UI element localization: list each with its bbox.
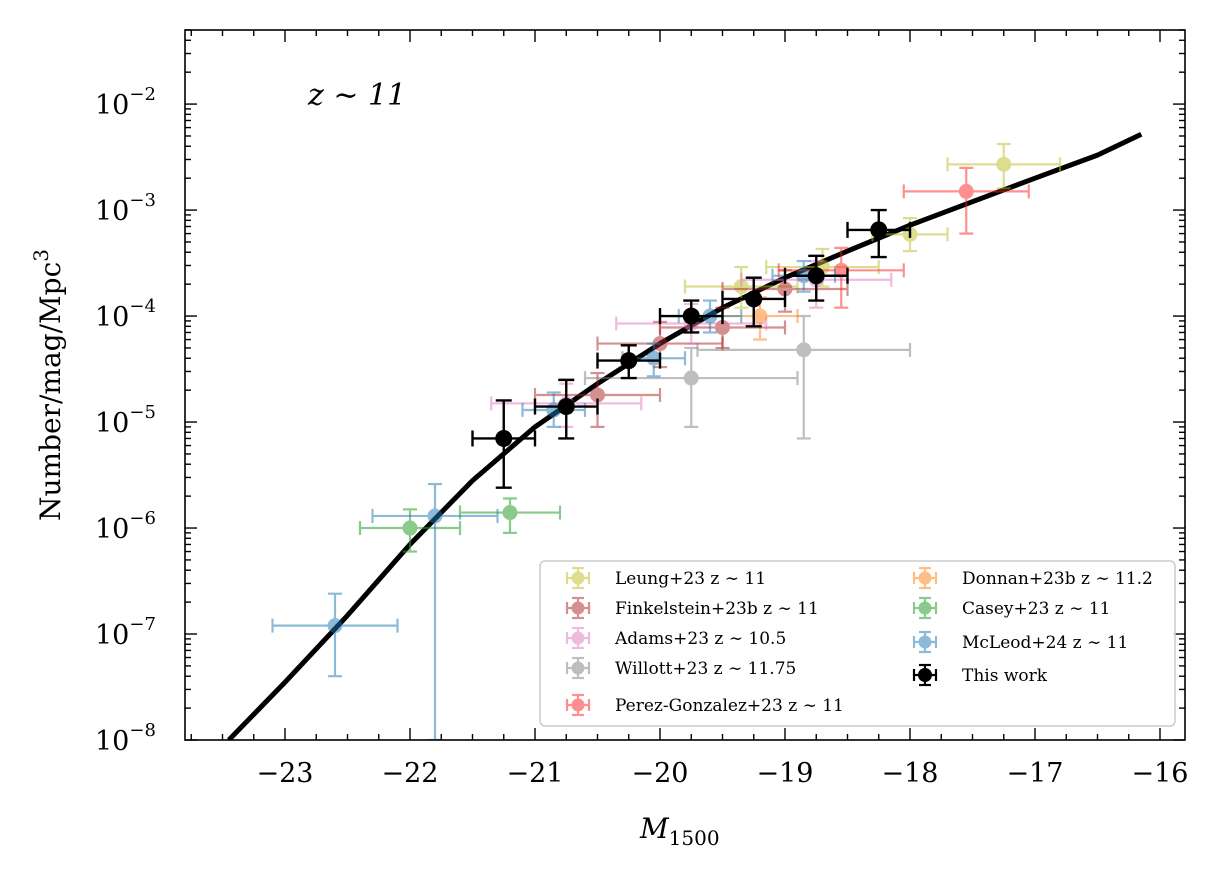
legend-label: Leung+23 z ∼ 11 xyxy=(615,569,766,589)
series-willott-23-z-11-75 xyxy=(583,314,912,440)
legend-entry-mcleod-24-z-11: McLeod+24 z ∼ 11 xyxy=(912,630,1128,654)
data-point-this-work-1 xyxy=(471,399,537,489)
data-point-leung-23-z-11-4 xyxy=(946,142,1062,190)
legend-label: This work xyxy=(962,666,1048,686)
y-tick-label: 10−3 xyxy=(95,190,156,227)
data-point-this-work-6 xyxy=(783,254,849,302)
data-points-layer xyxy=(271,142,1062,740)
legend-label: Casey+23 z ∼ 11 xyxy=(962,599,1110,619)
y-tick-label: 10−6 xyxy=(95,508,156,545)
data-point-willott-23-z-11-75-1 xyxy=(583,346,799,428)
x-tick-label: −16 xyxy=(1132,758,1189,789)
legend-entry-leung-23-z-11: Leung+23 z ∼ 11 xyxy=(565,566,766,590)
data-point-mcleod-24-z-11-4 xyxy=(621,342,687,378)
legend-entry-this-work: This work xyxy=(912,663,1048,687)
legend-marker xyxy=(565,566,591,590)
legend-label: Donnan+23b z ∼ 11.2 xyxy=(962,569,1153,589)
y-tick-label: 10−7 xyxy=(95,614,156,651)
x-tick-label: −22 xyxy=(382,758,439,789)
data-point-perez-gonzalez-23-z-11-2 xyxy=(902,166,1030,235)
y-tick-labels: 10−8 10−7 10−6 10−5 10−4 10−3 10−2 xyxy=(95,84,156,757)
y-tick-label: 10−4 xyxy=(95,296,156,333)
legend-entry-finkelstein-23b-z-11: Finkelstein+23b z ∼ 11 xyxy=(565,596,819,620)
x-tick-label: −20 xyxy=(632,758,689,789)
legend-marker xyxy=(565,693,591,717)
x-tick-label: −19 xyxy=(757,758,814,789)
legend-entry-casey-23-z-11: Casey+23 z ∼ 11 xyxy=(912,596,1110,620)
data-point-casey-23-z-11-2 xyxy=(458,497,562,534)
data-point-this-work-7 xyxy=(846,208,912,259)
legend-label: Adams+23 z ∼ 10.5 xyxy=(614,629,786,649)
data-point-this-work-5 xyxy=(721,276,787,328)
data-point-willott-23-z-11-75-2 xyxy=(696,314,912,440)
legend-label: McLeod+24 z ∼ 11 xyxy=(962,633,1128,653)
data-point-mcleod-24-z-11-2 xyxy=(371,482,499,740)
legend-marker xyxy=(912,596,938,620)
legend-entry-willott-23-z-11-75: Willott+23 z ∼ 11.75 xyxy=(565,656,796,680)
y-tick-label: 10−5 xyxy=(95,402,156,439)
legend-entry-adams-23-z-10-5: Adams+23 z ∼ 10.5 xyxy=(565,626,786,650)
legend-label: Perez-Gonzalez+23 z ∼ 11 xyxy=(615,696,844,716)
data-point-this-work-3 xyxy=(596,344,662,380)
plot-frame xyxy=(184,29,1186,741)
legend-marker xyxy=(912,663,938,687)
data-point-this-work-4 xyxy=(658,299,724,334)
x-axis-title: M1500 xyxy=(639,812,720,850)
legend-marker xyxy=(565,626,591,650)
legend-entry-perez-gonzalez-23-z-11: Perez-Gonzalez+23 z ∼ 11 xyxy=(565,693,844,717)
x-tick-label: −18 xyxy=(882,758,939,789)
legend: Leung+23 z ∼ 11 Finkelstein+23b z ∼ 11 Ada… xyxy=(539,560,1176,727)
legend-marker xyxy=(565,596,591,620)
legend-marker xyxy=(912,566,938,590)
legend-box xyxy=(539,560,1176,727)
legend-label: Willott+23 z ∼ 11.75 xyxy=(615,659,796,679)
annotation-redshift: z ∼ 11 xyxy=(307,78,406,113)
data-point-this-work-2 xyxy=(533,378,599,440)
series-this-work xyxy=(471,208,912,489)
axis-ticks xyxy=(185,29,1185,741)
y-axis-title: Number/mag/Mpc3 xyxy=(29,249,67,521)
y-tick-label: 10−2 xyxy=(95,84,156,121)
x-tick-label: −17 xyxy=(1007,758,1064,789)
series-perez-gonzalez-23-z-11 xyxy=(777,166,1030,309)
y-tick-label: 10−8 xyxy=(95,720,156,757)
legend-marker xyxy=(565,656,591,680)
legend-entry-donnan-23b-z-11-2: Donnan+23b z ∼ 11.2 xyxy=(912,566,1153,590)
data-point-mcleod-24-z-11-1 xyxy=(271,592,399,678)
series-casey-23-z-11 xyxy=(358,497,562,553)
x-tick-label: −23 xyxy=(257,758,314,789)
x-tick-label: −21 xyxy=(507,758,564,789)
x-tick-labels: −23 −22 −21 −20 −19 −18 −17 −16 xyxy=(257,758,1189,789)
legend-label: Finkelstein+23b z ∼ 11 xyxy=(615,599,819,619)
legend-marker xyxy=(912,630,938,654)
